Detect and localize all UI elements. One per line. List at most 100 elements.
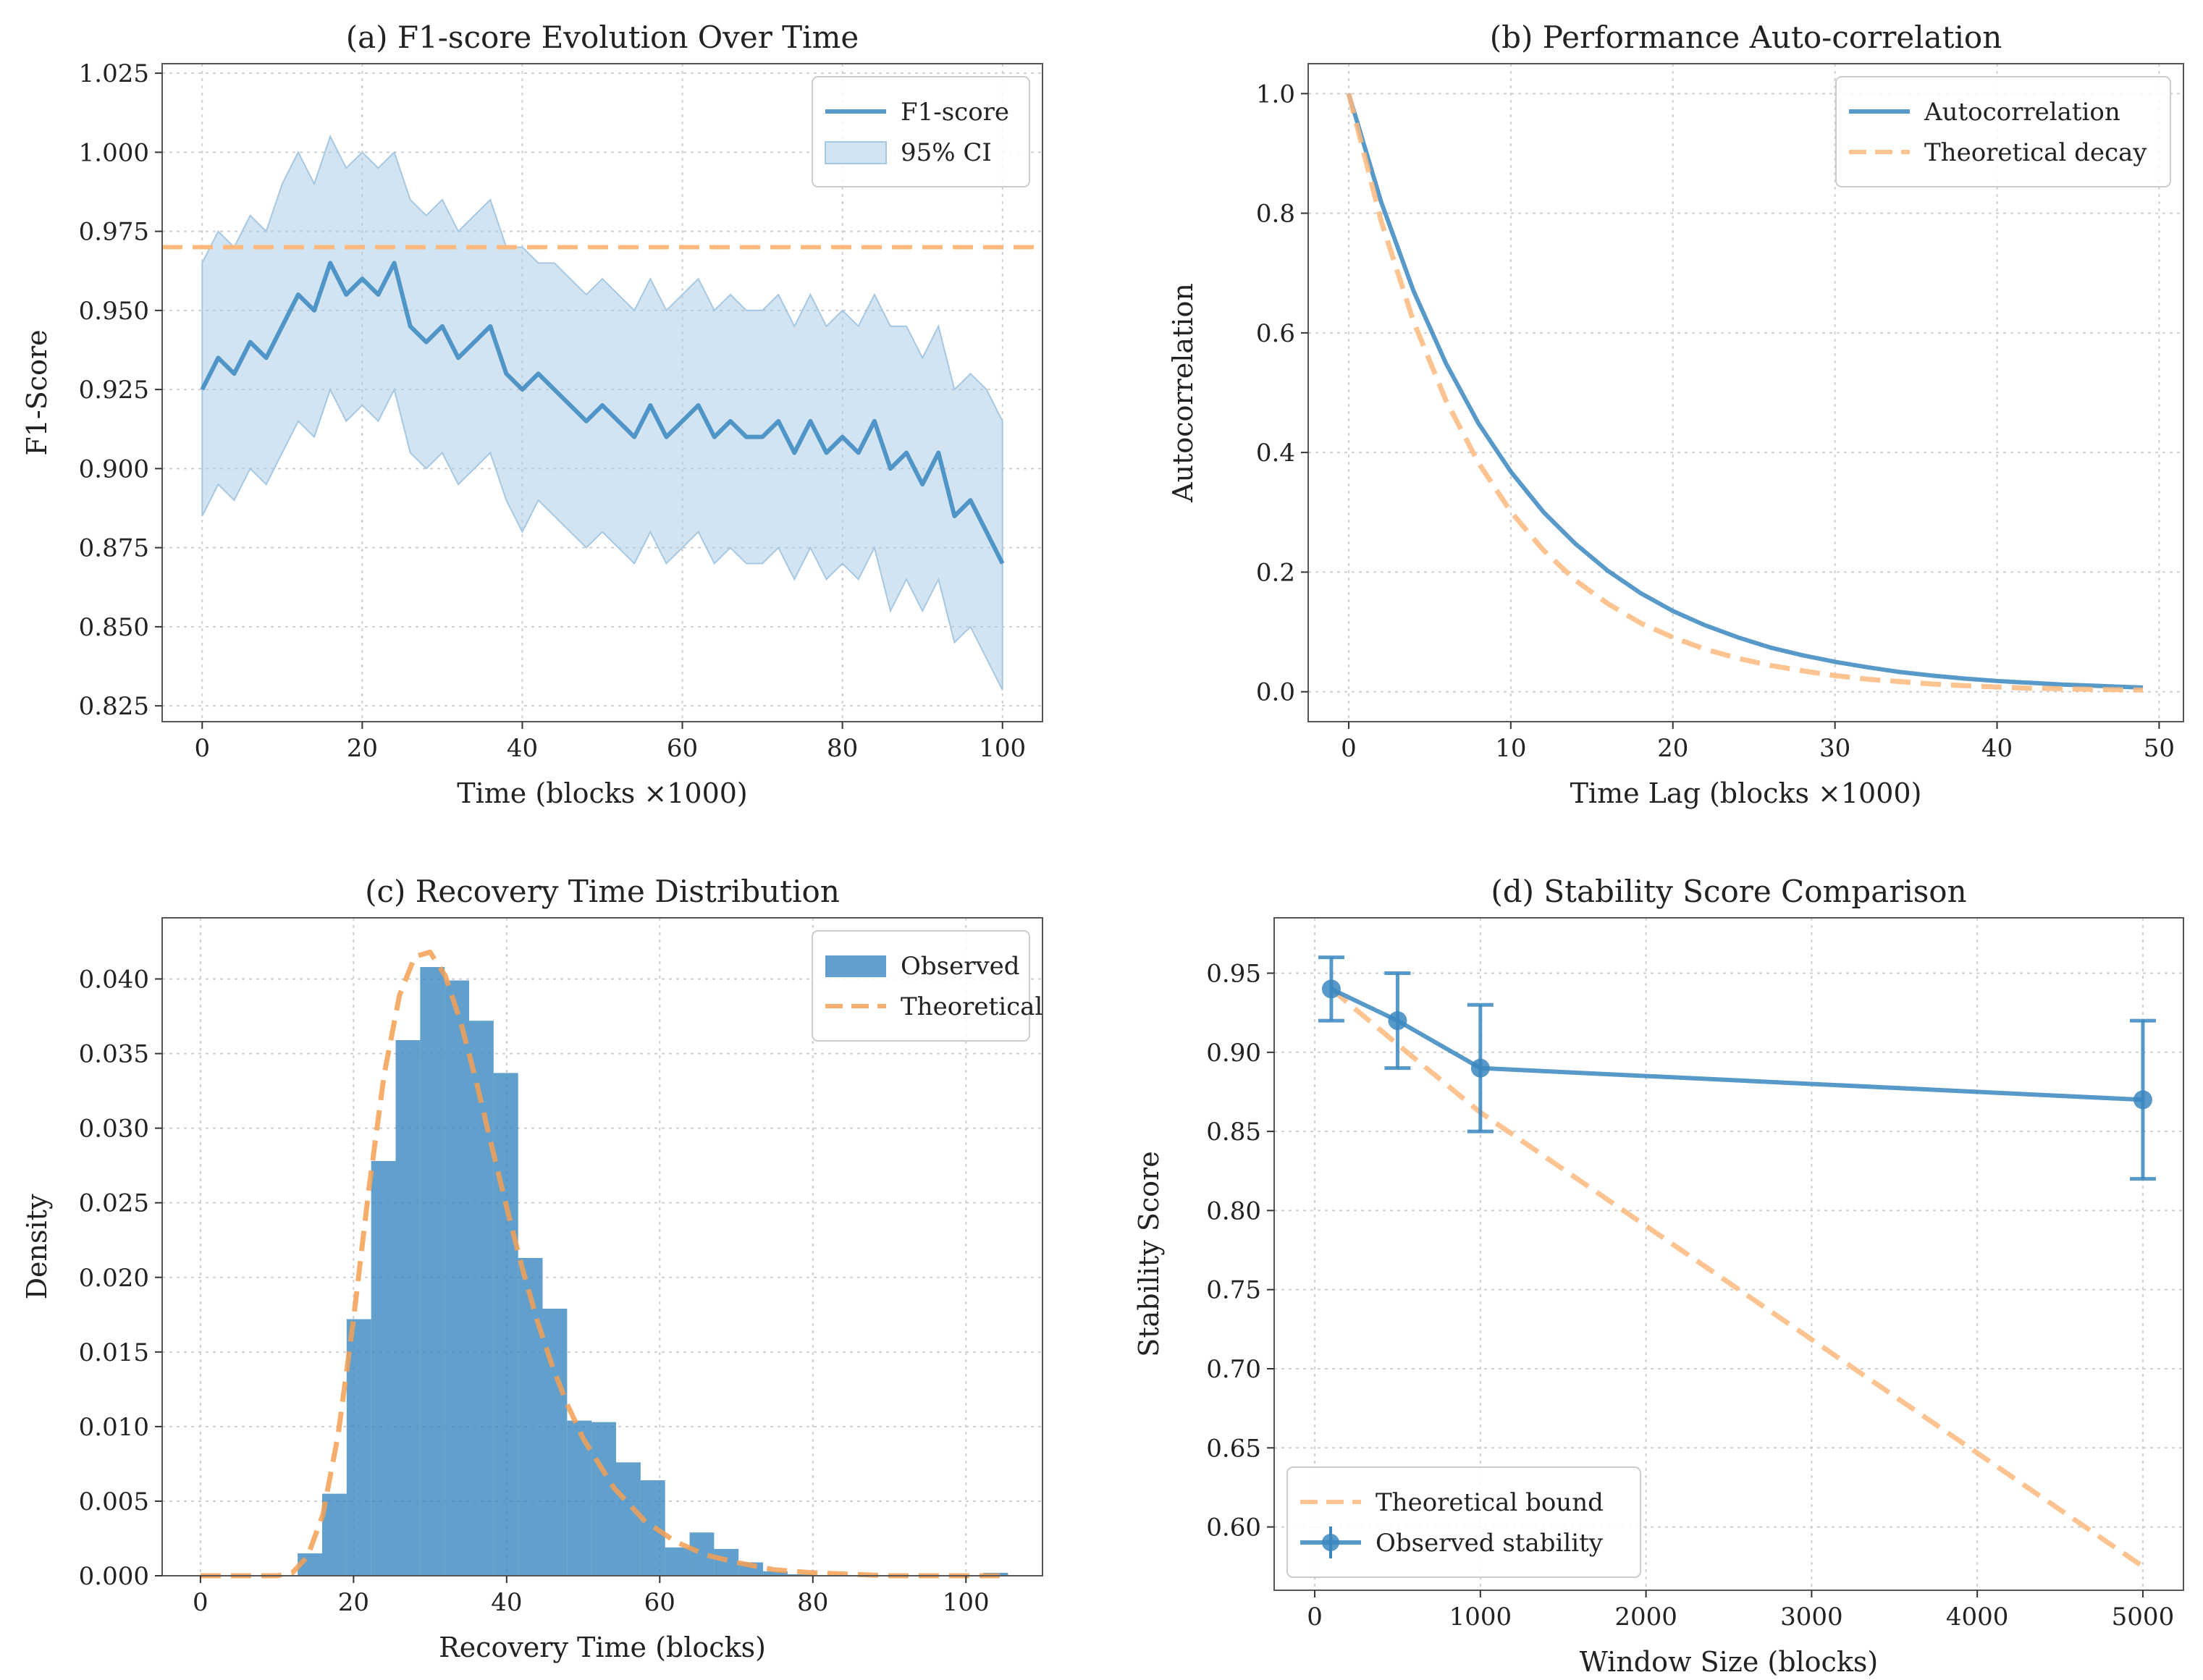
- histogram-bar: [469, 1021, 494, 1576]
- x-axis-label: Time (blocks ×1000): [457, 777, 748, 809]
- x-tick-label: 40: [491, 1588, 522, 1617]
- y-tick-label: 1.025: [79, 59, 149, 88]
- legend-label: Theoretical decay: [1924, 138, 2147, 167]
- panel-d: 0 1000 2000 3000 4000 5000 0.60 0.65 0.70 0.75 0.8…: [1133, 874, 2184, 1678]
- y-tick-label: 0.6: [1256, 319, 1295, 348]
- y-tick-label: 0.85: [1206, 1118, 1261, 1147]
- y-tick-label: 0.900: [79, 455, 149, 484]
- y-tick-label: 0.0: [1256, 678, 1295, 707]
- histogram-bar: [665, 1547, 690, 1576]
- x-tick-label: 80: [797, 1588, 828, 1617]
- x-tick-label: 0: [1307, 1603, 1323, 1632]
- histogram-bar: [346, 1319, 371, 1576]
- histogram-bar: [640, 1480, 665, 1576]
- plot-frame: [161, 917, 1043, 1576]
- x-tick-label: 80: [827, 734, 858, 763]
- y-tick-label: 1.000: [79, 138, 149, 167]
- panel-a: 0 20 40 60 80 100 0.825 0.850 0.875 0.900 0.925 0.9…: [21, 20, 1043, 809]
- y-tick-label: 0.010: [79, 1413, 149, 1442]
- y-tick-label: 0.75: [1206, 1276, 1261, 1305]
- legend-label: F1-score: [901, 98, 1009, 127]
- histogram-bar: [763, 1571, 788, 1576]
- y-tick-label: 0.000: [79, 1562, 149, 1591]
- series-line: [1346, 93, 2144, 693]
- x-tick-label: 20: [347, 734, 378, 763]
- histogram-bar: [518, 1257, 543, 1576]
- legend-label: Observed: [901, 952, 1020, 981]
- plot-frame: [1307, 63, 2184, 722]
- x-tick-label: 2000: [1614, 1603, 1677, 1632]
- y-tick-label: 0.020: [79, 1264, 149, 1293]
- x-tick-label: 50: [2144, 734, 2175, 763]
- y-tick-label: 0.025: [79, 1189, 149, 1218]
- x-axis-label: Recovery Time (blocks): [439, 1632, 766, 1663]
- y-axis-label: Stability Score: [1133, 1151, 1165, 1356]
- x-tick-label: 1000: [1449, 1603, 1512, 1632]
- chart-title: (d) Stability Score Comparison: [1491, 874, 1966, 909]
- x-tick-label: 20: [338, 1588, 369, 1617]
- x-tick-label: 40: [507, 734, 538, 763]
- y-tick-label: 0.875: [79, 534, 149, 563]
- y-tick-label: 0.005: [79, 1487, 149, 1516]
- x-tick-label: 30: [1819, 734, 1850, 763]
- x-tick-label: 60: [644, 1588, 675, 1617]
- x-tick-label: 40: [1981, 734, 2013, 763]
- histogram-bar: [371, 1160, 396, 1576]
- series-line: [1329, 987, 2144, 1569]
- x-tick-label: 10: [1495, 734, 1526, 763]
- x-tick-label: 0: [193, 1588, 208, 1617]
- series-line: [200, 261, 1005, 565]
- legend-box: [812, 76, 1030, 187]
- histogram-bar: [395, 1040, 421, 1576]
- y-tick-label: 0.035: [79, 1040, 149, 1069]
- ci-band: [201, 134, 1003, 691]
- y-tick-label: 0.90: [1206, 1039, 1261, 1068]
- legend: Theoretical bound Observed stability: [1286, 1466, 1641, 1578]
- y-tick-label: 0.850: [79, 613, 149, 642]
- x-axis-label: Window Size (blocks): [1580, 1646, 1878, 1678]
- legend-box: [812, 930, 1030, 1042]
- panel-c: 0 20 40 60 80 100 0.000 0.005 0.010 0.015 0.020 0.0…: [21, 874, 1043, 1663]
- y-tick-label: 0.95: [1206, 960, 1261, 989]
- y-tick-label: 0.8: [1256, 200, 1295, 229]
- histogram-bar: [493, 1073, 518, 1576]
- y-axis-label: F1-Score: [21, 329, 53, 455]
- chart-title: (c) Recovery Time Distribution: [365, 874, 840, 909]
- y-axis-label: Autocorrelation: [1167, 283, 1199, 503]
- legend-label: Autocorrelation: [1924, 98, 2120, 127]
- legend-box: [1835, 76, 2171, 187]
- x-tick-label: 5000: [2112, 1603, 2175, 1632]
- histogram-bar: [616, 1462, 641, 1576]
- x-tick-label: 60: [667, 734, 698, 763]
- x-tick-label: 100: [979, 734, 1026, 763]
- data-point: [2133, 1090, 2152, 1110]
- y-tick-label: 0.030: [79, 1115, 149, 1144]
- y-tick-label: 0.4: [1256, 439, 1295, 468]
- legend-label: Observed stability: [1376, 1529, 1604, 1558]
- histogram-bar: [787, 1574, 812, 1576]
- y-tick-label: 1.0: [1256, 80, 1295, 109]
- y-tick-label: 0.60: [1206, 1514, 1261, 1542]
- legend: F1-score 95% CI: [812, 76, 1030, 187]
- plot-frame: [1273, 917, 2184, 1591]
- legend: Autocorrelation Theoretical decay: [1835, 76, 2171, 187]
- data-point: [1388, 1011, 1407, 1031]
- y-tick-label: 0.950: [79, 297, 149, 326]
- panel-b: 0 10 20 30 40 50 0.0 0.2 0.4 0.6 0.8 1.0 (b) Perform…: [1167, 20, 2184, 809]
- legend-label: Theoretical bound: [1376, 1488, 1604, 1517]
- x-tick-label: 0: [194, 734, 210, 763]
- y-tick-label: 0.015: [79, 1338, 149, 1367]
- x-axis-label: Time Lag (blocks ×1000): [1570, 777, 1922, 809]
- y-tick-label: 0.80: [1206, 1196, 1261, 1225]
- y-tick-label: 0.2: [1256, 558, 1295, 587]
- chart-title: (a) F1-score Evolution Over Time: [346, 20, 859, 55]
- legend-label: 95% CI: [901, 138, 992, 167]
- legend-swatch: [825, 955, 886, 977]
- histogram-bar: [591, 1422, 617, 1576]
- y-tick-label: 0.975: [79, 218, 149, 247]
- plot-frame: [161, 63, 1043, 722]
- histogram-bar: [445, 980, 470, 1576]
- legend-label: Theoretical: [901, 992, 1042, 1021]
- legend-box: [1286, 1466, 1641, 1578]
